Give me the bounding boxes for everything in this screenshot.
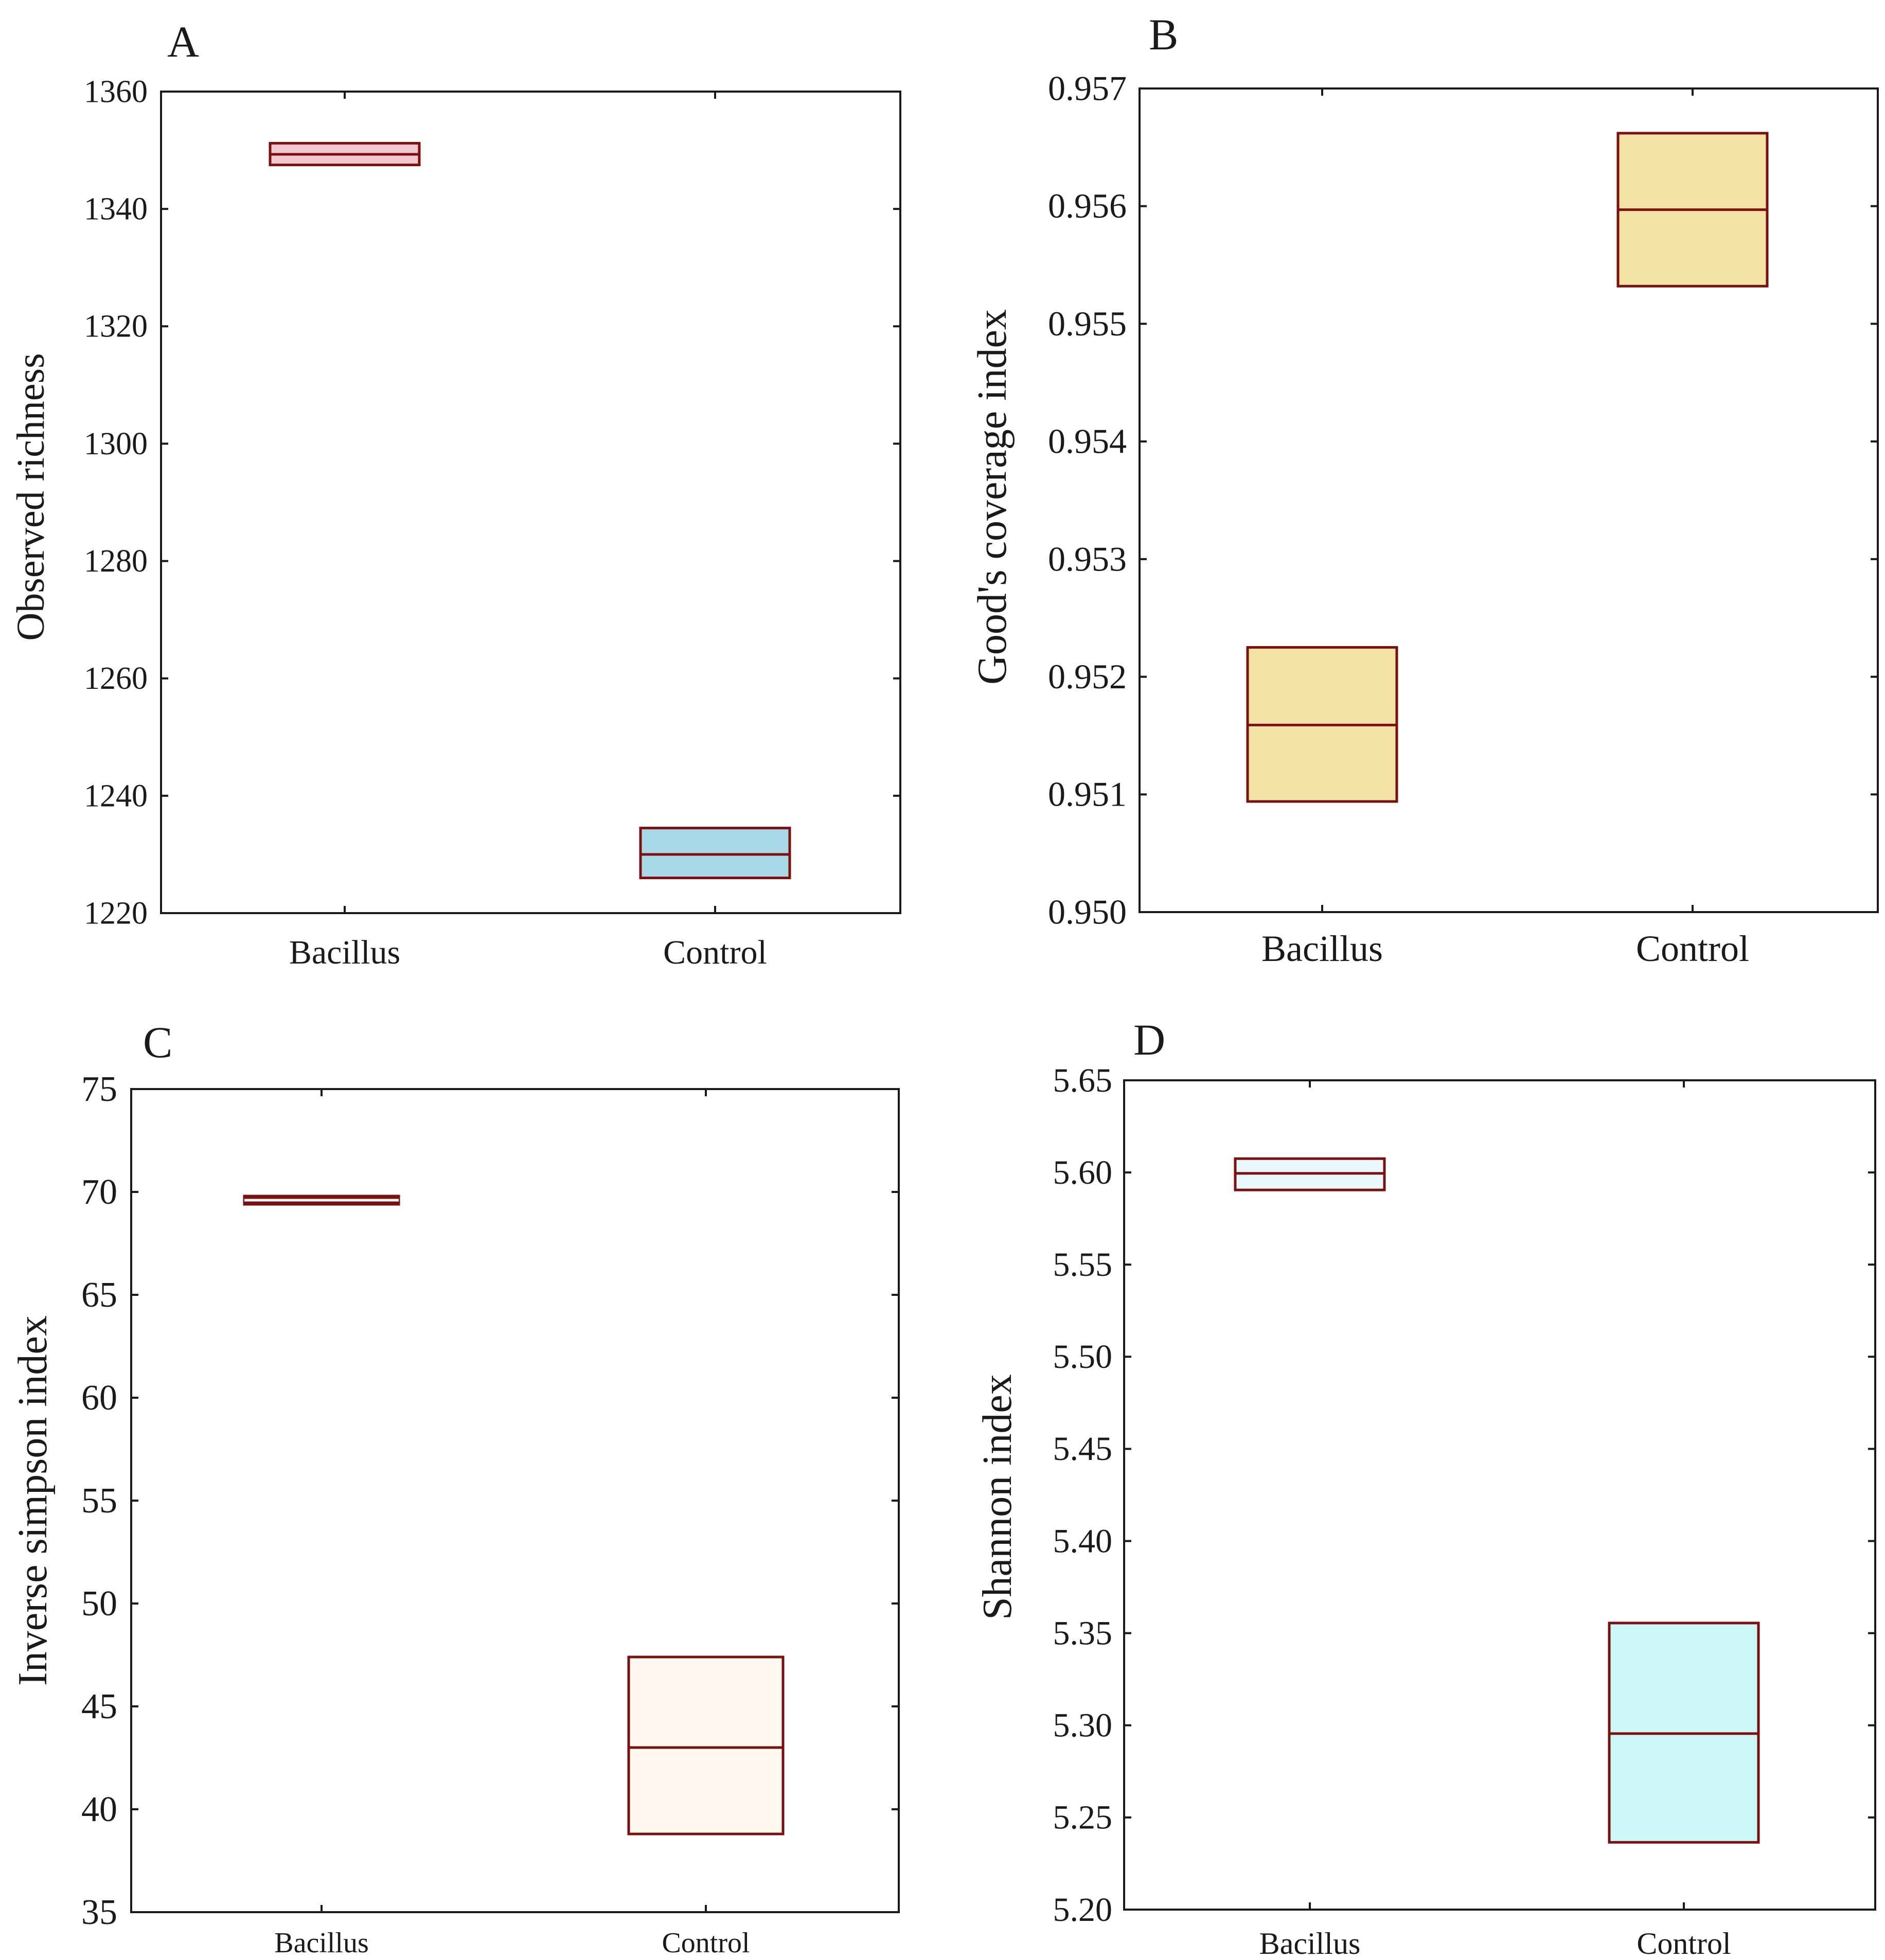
plot-area: 35 40 45 50 55 60 65 70 75	[81, 1070, 900, 1932]
y-tick-label: 5.35	[1053, 1614, 1113, 1652]
x-tick-label-bacillus: Bacillus	[1259, 1927, 1361, 1960]
panel-letter: B	[1149, 10, 1178, 59]
y-tick-label: 65	[81, 1275, 117, 1315]
y-axis-label: Shannon index	[975, 1374, 1020, 1620]
y-tick-label: 5.25	[1053, 1799, 1113, 1837]
y-tick-label: 1320	[84, 309, 148, 344]
x-tick-label-bacillus: Bacillus	[1261, 928, 1383, 969]
y-axis-label: Good's coverage index	[970, 309, 1015, 685]
y-tick-label: 5.20	[1053, 1891, 1113, 1929]
y-tick-label: 0.952	[1048, 657, 1127, 696]
plot-area: 1220 1240 1260 1280 1300 1320 1340 1360	[84, 74, 901, 931]
plot-frame	[1123, 1079, 1876, 1911]
y-tick-label: 0.951	[1048, 775, 1127, 814]
y-tick-label: 45	[81, 1687, 117, 1726]
panel-b: B Good's coverage index 0.9500.9510.9520…	[970, 10, 1879, 969]
y-tick-label: 1360	[84, 74, 148, 109]
y-tick-label: 35	[81, 1893, 117, 1932]
x-tick-label-control: Control	[663, 934, 767, 971]
x-tick-label-bacillus: Bacillus	[289, 934, 400, 971]
y-tick-label: 5.45	[1053, 1430, 1113, 1468]
x-tick-label-control: Control	[662, 1927, 750, 1959]
panel-letter: A	[167, 17, 199, 66]
y-tick-label: 5.30	[1053, 1707, 1113, 1744]
y-tick-label: 0.950	[1048, 892, 1127, 931]
plot-frame	[1139, 87, 1879, 913]
y-tick-label: 60	[81, 1378, 117, 1418]
y-tick-label: 50	[81, 1584, 117, 1624]
x-tick-label-bacillus: Bacillus	[274, 1927, 369, 1959]
y-tick-label: 5.55	[1053, 1246, 1113, 1284]
panel-letter: D	[1133, 1015, 1165, 1064]
x-tick-label-control: Control	[1637, 1927, 1731, 1960]
plot-area: 5.20 5.25 5.30 5.35 5.40 5.45 5.50 5.55 5.60 5.65	[1053, 1062, 1876, 1929]
x-tick-label-control: Control	[1636, 928, 1749, 969]
plot-frame	[160, 91, 901, 914]
y-tick-label: 75	[81, 1070, 117, 1109]
y-tick-label: 1220	[84, 896, 148, 931]
y-axis-label: Inverse simpson index	[10, 1315, 56, 1686]
y-tick-label: 70	[81, 1172, 117, 1212]
panel-letter: C	[143, 1018, 172, 1067]
box-control	[639, 827, 791, 880]
y-tick-label: 5.40	[1053, 1522, 1113, 1560]
y-tick-label: 55	[81, 1481, 117, 1521]
y-tick-label: 5.50	[1053, 1338, 1113, 1376]
y-tick-label: 0.955	[1048, 304, 1127, 343]
plot-area: 0.950 0.951 0.952 0.953 0.954 0.955 0.956 0.957	[1048, 68, 1879, 931]
y-tick-label: 1280	[84, 544, 148, 579]
y-tick-label: 0.957	[1048, 68, 1127, 108]
y-tick-label: 40	[81, 1790, 117, 1829]
panel-d: D Shannon index 5.20 5.25 5.30 5.35 5.40 5.45…	[975, 1015, 1876, 1960]
y-tick-label: 1260	[84, 661, 148, 696]
y-tick-label: 0.954	[1048, 422, 1127, 461]
y-axis-label: Observed richness	[9, 353, 52, 640]
box-control	[627, 1655, 785, 1836]
y-tick-label: 1300	[84, 426, 148, 461]
y-tick-label: 5.60	[1053, 1154, 1113, 1191]
y-tick-label: 5.65	[1053, 1062, 1113, 1099]
panel-a: A Observed richness 1220 1240 1260 1280 1300…	[9, 17, 901, 971]
y-tick-label: 1240	[84, 778, 148, 813]
panel-c: C Inverse simpson index 35 40 45 50 55 60 65 70…	[10, 1018, 900, 1959]
y-tick-label: 1340	[84, 192, 148, 227]
y-tick-label: 0.956	[1048, 186, 1127, 225]
y-tick-label: 0.953	[1048, 539, 1127, 578]
